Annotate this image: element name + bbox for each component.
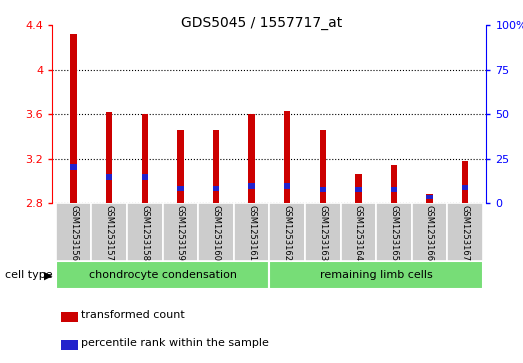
Bar (142, 114, 148, 203)
Text: GSM1253166: GSM1253166 (425, 205, 434, 261)
Text: GSM1253167: GSM1253167 (461, 205, 470, 261)
Bar (234, 203, 269, 261)
Bar (269, 261, 483, 289)
Bar (426, 195, 433, 203)
Bar (248, 183, 255, 189)
Text: percentile rank within the sample: percentile rank within the sample (81, 338, 268, 348)
Bar (142, 174, 148, 180)
Bar (198, 203, 234, 261)
Bar (106, 174, 112, 180)
Bar (320, 130, 326, 203)
Text: GSM1253162: GSM1253162 (282, 205, 292, 261)
Bar (412, 203, 447, 261)
Bar (213, 130, 219, 203)
Text: transformed count: transformed count (81, 310, 184, 320)
Bar (92, 203, 127, 261)
Text: GSM1253164: GSM1253164 (354, 205, 363, 261)
Bar (340, 203, 376, 261)
Bar (391, 166, 397, 203)
Bar (462, 185, 468, 190)
Bar (61, 313, 78, 322)
Bar (177, 186, 184, 191)
Bar (376, 203, 412, 261)
Bar (213, 186, 219, 191)
Bar (56, 203, 92, 261)
Bar (56, 261, 269, 289)
Text: remaining limb cells: remaining limb cells (320, 270, 433, 280)
Bar (177, 130, 184, 203)
Bar (269, 203, 305, 261)
Bar (284, 111, 290, 203)
Text: chondrocyte condensation: chondrocyte condensation (88, 270, 236, 280)
Bar (320, 187, 326, 192)
Text: GSM1253161: GSM1253161 (247, 205, 256, 261)
Bar (284, 183, 290, 189)
Bar (355, 187, 361, 192)
Bar (426, 195, 433, 199)
Bar (248, 114, 255, 203)
Text: GSM1253156: GSM1253156 (69, 205, 78, 261)
Bar (127, 203, 163, 261)
Text: cell type: cell type (5, 270, 53, 280)
Bar (391, 187, 397, 192)
Bar (71, 164, 77, 170)
Bar (163, 203, 198, 261)
Text: ▶: ▶ (44, 270, 52, 280)
Text: GSM1253160: GSM1253160 (211, 205, 221, 261)
Text: GSM1253157: GSM1253157 (105, 205, 113, 261)
Text: GSM1253158: GSM1253158 (140, 205, 149, 261)
Bar (106, 112, 112, 203)
Bar (447, 203, 483, 261)
Text: GSM1253163: GSM1253163 (318, 205, 327, 261)
Bar (305, 203, 340, 261)
Text: GDS5045 / 1557717_at: GDS5045 / 1557717_at (181, 16, 342, 30)
Text: GSM1253159: GSM1253159 (176, 205, 185, 261)
Bar (61, 340, 78, 350)
Text: GSM1253165: GSM1253165 (390, 205, 399, 261)
Bar (462, 161, 468, 203)
Bar (71, 34, 77, 203)
Bar (355, 174, 361, 203)
